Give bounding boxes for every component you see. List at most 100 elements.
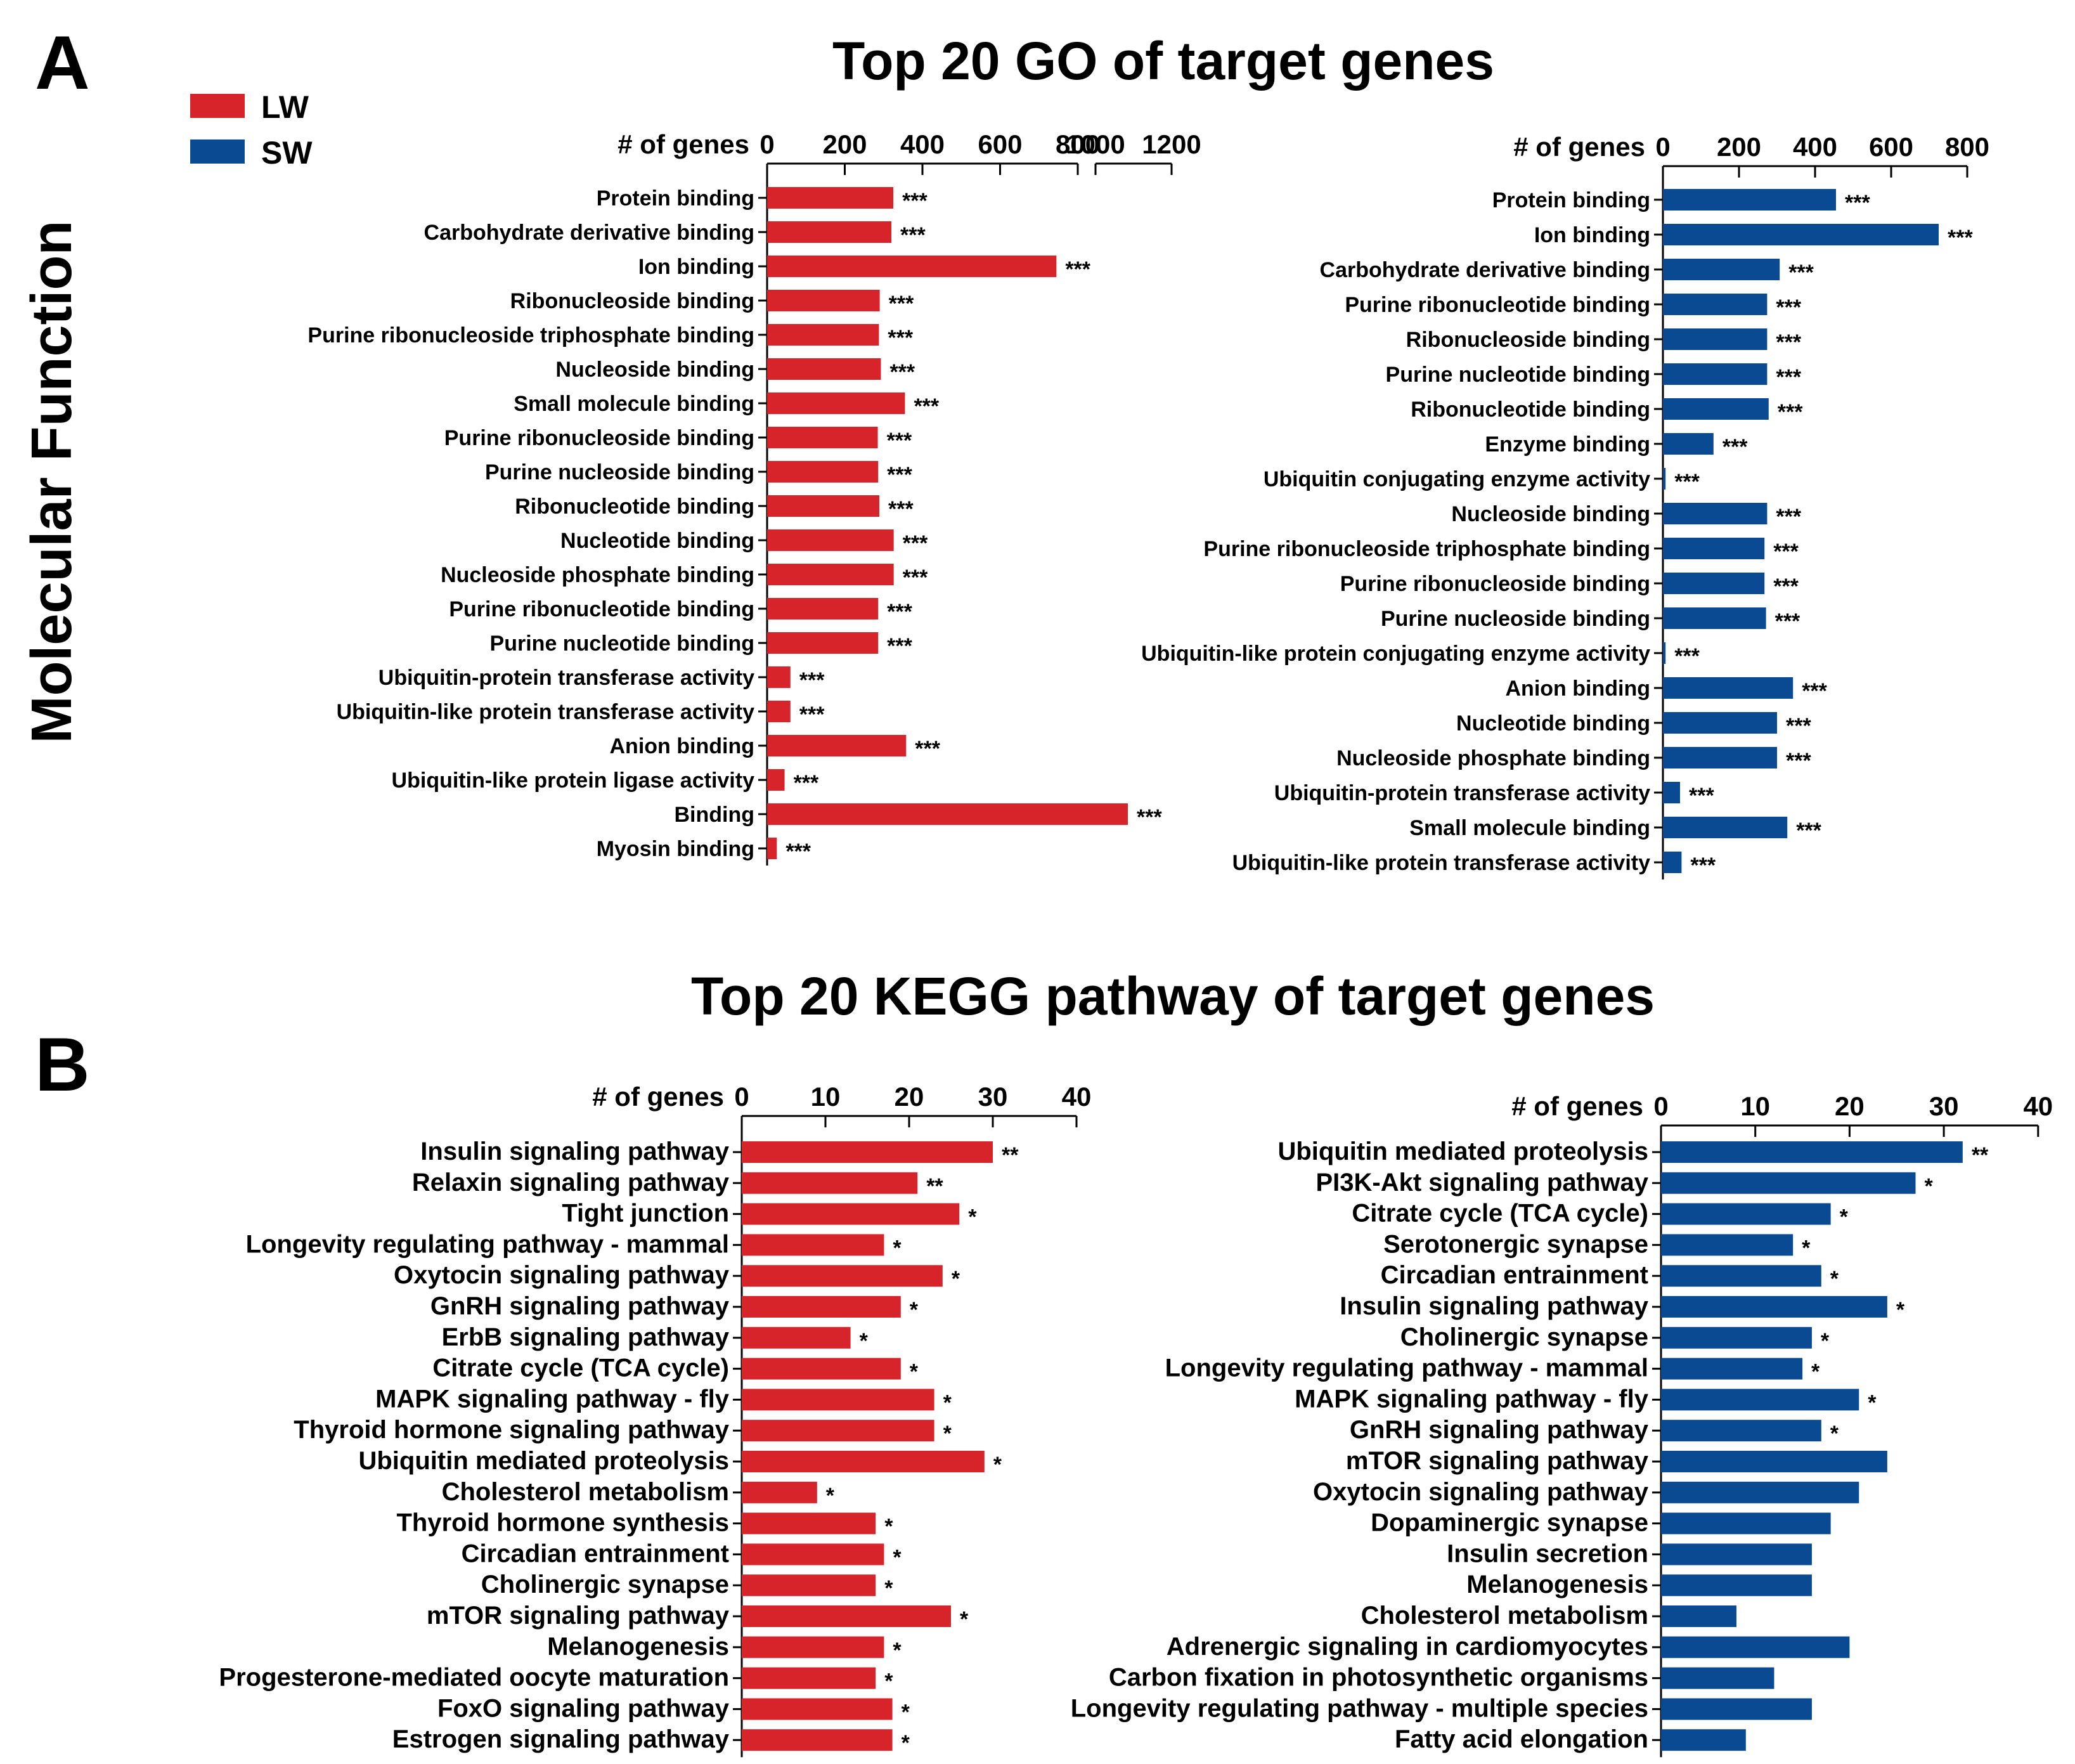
kegg-sw-significance-label: ** [1972,1143,1989,1167]
go-lw-category-label: Purine ribonucleoside triphosphate bindi… [307,323,754,347]
kegg-lw-category-label: MAPK signaling pathway - fly [375,1385,730,1413]
go-sw-x-tick-label: 400 [1793,132,1837,162]
kegg-lw-bar [742,1543,884,1566]
go-lw-x-tick-label: 1000 [1066,129,1125,159]
go-sw-significance-label: *** [1674,644,1700,668]
go-lw-bar [767,461,879,483]
kegg-lw-bar [742,1574,876,1597]
kegg-lw-significance-label: * [952,1267,960,1291]
go-sw-significance-label: *** [1948,226,1973,250]
kegg-sw-category-label: Longevity regulating pathway - multiple … [1071,1694,1648,1722]
kegg-lw-category-label: Insulin signaling pathway [420,1138,729,1165]
go-lw-category-label: Protein binding [597,186,754,211]
kegg-sw-significance-label: * [1924,1174,1933,1198]
kegg-sw-bar [1661,1141,1963,1163]
kegg-sw-category-label: Adrenergic signaling in cardiomyocytes [1167,1633,1648,1661]
go-lw-significance-label: *** [915,737,940,761]
go-lw-bar [767,632,879,654]
kegg-title: Top 20 KEGG pathway of target genes [691,966,1655,1026]
kegg-sw-bar [1661,1698,1812,1720]
kegg-lw-bar [742,1141,993,1163]
go-sw-bar [1663,782,1680,803]
go-lw-significance-label: *** [914,394,939,418]
kegg-lw-category-label: Thyroid hormone synthesis [396,1509,729,1537]
go-lw-category-label: Purine ribonucleotide binding [449,597,754,621]
go-lw-bar [767,427,878,448]
go-sw-significance-label: *** [1796,819,1821,843]
go-lw-category-label: Nucleotide binding [560,529,754,553]
go-lw-bar [767,221,891,243]
go-sw-bar [1663,677,1794,699]
go-lw-bar [767,701,791,722]
kegg-sw-bar [1661,1296,1887,1318]
kegg-lw-category-label: Oxytocin signaling pathway [394,1261,730,1289]
go-sw-category-label: Ribonucleoside binding [1406,328,1650,352]
go-lw-category-label: Small molecule binding [514,392,754,416]
go-lw-bar [767,392,905,414]
kegg-sw-x-tick-label: 20 [1835,1091,1865,1121]
go-sw-category-label: Purine ribonucleoside triphosphate bindi… [1203,537,1650,561]
kegg-sw-category-label: Citrate cycle (TCA cycle) [1352,1200,1648,1228]
kegg-lw-significance-label: * [902,1700,910,1724]
kegg-lw-category-label: mTOR signaling pathway [427,1602,730,1630]
go-sw-bar [1663,747,1777,769]
kegg-sw-bar [1661,1574,1812,1597]
go-sw-category-label: Purine ribonucleotide binding [1345,293,1650,317]
go-lw-bar [767,769,785,791]
kegg-lw-significance-label: * [860,1329,869,1353]
kegg-sw-significance-label: * [1840,1205,1849,1229]
kegg-sw-bar [1661,1203,1831,1225]
go-sw-category-label: Nucleoside binding [1451,502,1650,526]
kegg-lw-significance-label: * [960,1607,969,1631]
go-lw-significance-label: *** [1065,257,1090,282]
kegg-lw-category-label: Cholesterol metabolism [442,1478,729,1506]
kegg-lw-bar [742,1420,934,1442]
go-lw-bar [767,290,880,311]
go-lw-bar [767,358,881,380]
go-lw-significance-label: *** [902,189,928,213]
legend-label-lw: LW [261,89,309,125]
kegg-sw-category-label: Cholinergic synapse [1400,1323,1648,1351]
go-sw-bar [1663,642,1666,664]
kegg-sw-significance-label: * [1821,1329,1830,1353]
kegg-sw-bar [1661,1605,1736,1627]
kegg-sw-significance-label: * [1811,1360,1820,1384]
kegg-sw-significance-label: * [1830,1422,1839,1446]
legend-swatch-sw [190,139,245,164]
kegg-lw-bar [742,1667,876,1689]
kegg-sw-category-label: Insulin secretion [1447,1540,1648,1567]
kegg-sw-category-label: Cholesterol metabolism [1361,1602,1648,1630]
go-lw-category-label: Ubiquitin-protein transferase activity [378,666,754,690]
go-lw-significance-label: *** [887,429,912,453]
go-sw-significance-label: *** [1674,470,1700,494]
kegg-sw-category-label: PI3K-Akt signaling pathway [1315,1169,1648,1197]
go-sw-significance-label: *** [1802,679,1827,703]
kegg-lw-bar [742,1203,960,1225]
go-sw-significance-label: *** [1723,435,1748,459]
go-sw-bar [1663,259,1780,280]
go-sw-bar [1663,712,1777,734]
go-sw-bar [1663,328,1768,350]
go-sw-category-label: Ubiquitin conjugating enzyme activity [1264,467,1650,491]
go-sw-significance-label: *** [1690,853,1716,878]
go-lw-category-label: Ribonucleoside binding [510,289,754,313]
go-sw-x-tick-label: 600 [1869,132,1913,162]
go-lw-bar [767,838,777,859]
go-title: Top 20 GO of target genes [832,31,1494,91]
kegg-lw-bar [742,1512,876,1534]
kegg-lw-x-tick-label: 0 [734,1082,749,1112]
kegg-lw-category-label: Progesterone-mediated oocyte maturation [219,1664,729,1692]
go-sw-category-label: Carbohydrate derivative binding [1320,258,1650,282]
go-sw-bar [1663,433,1714,455]
kegg-sw-chart: # of genes 0 10 20 30 40 Ubiquitin mediated pr… [1071,1091,2053,1758]
go-sw-bar [1663,503,1768,524]
kegg-sw-category-label: mTOR signaling pathway [1346,1447,1649,1475]
kegg-lw-category-label: Melanogenesis [547,1633,729,1661]
go-sw-category-label: Nucleotide binding [1456,711,1650,736]
side-label-molecular-function: Molecular Function [20,220,84,743]
kegg-sw-significance-label: * [1868,1391,1877,1415]
go-sw-category-label: Purine nucleotide binding [1386,363,1650,387]
go-lw-significance-label: *** [888,497,914,521]
go-sw-bar [1663,468,1666,490]
kegg-lw-category-label: ErbB signaling pathway [442,1323,730,1351]
